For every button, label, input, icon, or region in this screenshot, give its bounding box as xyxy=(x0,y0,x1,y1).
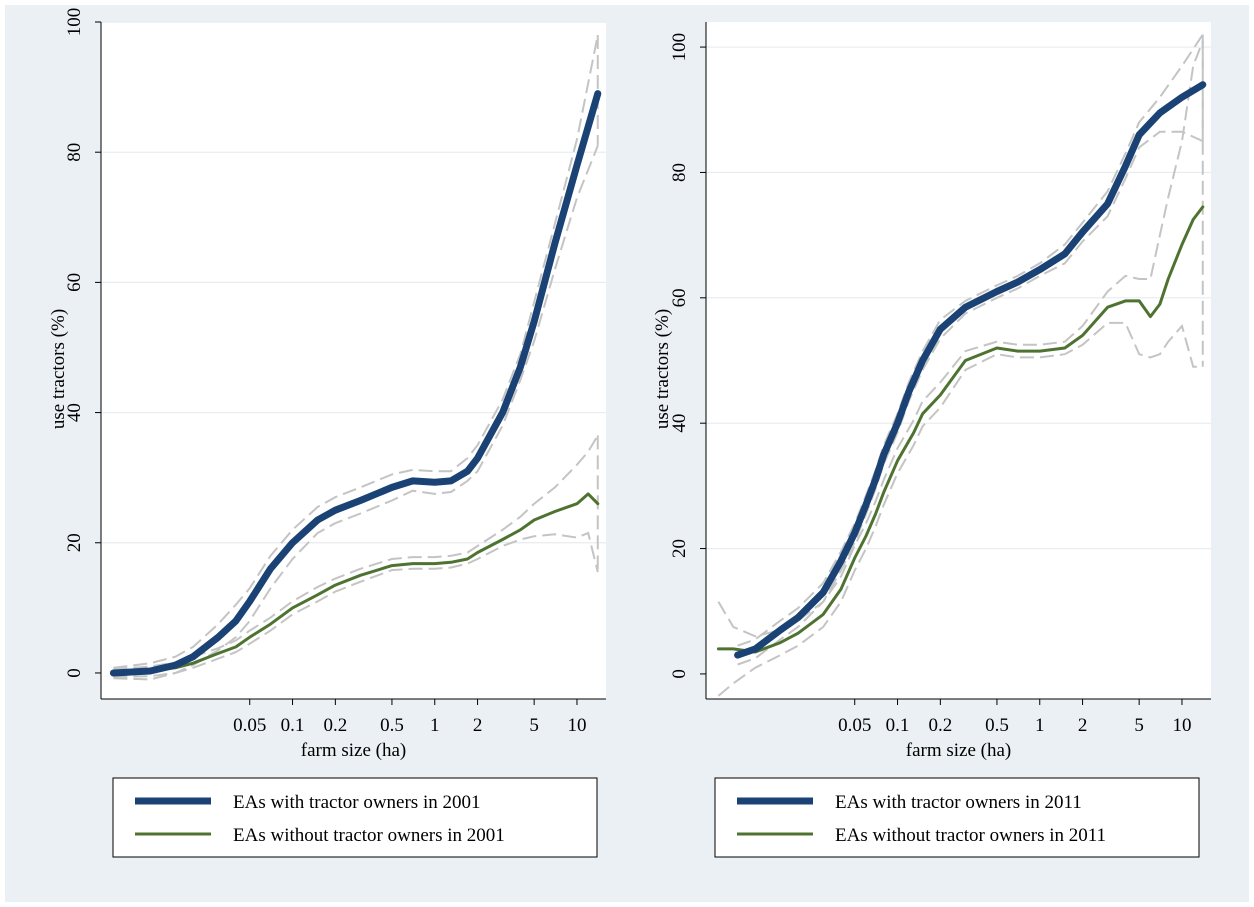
ci-lower-left-1 xyxy=(113,531,599,678)
y-tick-label-right-60: 60 xyxy=(669,288,690,307)
series-line-left-1 xyxy=(111,492,600,675)
y-axis-title-left: use tractors (%) xyxy=(48,309,69,429)
chart-right: 0 20 40 60 80 100 0.05 0.1 0.2 0.5 1 2 5 10 farm size … xyxy=(652,22,1211,761)
y-tick-label-right-40: 40 xyxy=(669,414,690,433)
x-tick-label-right-2: 0.2 xyxy=(928,715,952,736)
x-tick-label-right-1: 0.1 xyxy=(886,715,910,736)
y-tick-label-left-60: 60 xyxy=(64,273,85,292)
x-axis-title-right: farm size (ha) xyxy=(906,740,1012,761)
x-tick-label-left-1: 0.1 xyxy=(281,715,305,736)
x-tick-label-left-0: 0.05 xyxy=(233,715,266,736)
y-tick-label-right-80: 80 xyxy=(669,163,690,182)
ci-upper-left-0 xyxy=(113,34,599,669)
series-line-right-0 xyxy=(734,81,1207,659)
legend-label-right-1: EAs with tractor owners in 2011 xyxy=(835,792,1082,813)
x-axis-title-left: farm size (ha) xyxy=(301,740,407,761)
legend-label-right-2: EAs without tractor owners in 2011 xyxy=(835,825,1106,846)
chart-left: 0 20 40 60 80 100 0.05 0.1 0.2 0.5 1 2 5 10 farm size … xyxy=(48,8,606,761)
series-line-left-0 xyxy=(109,90,602,677)
legend-box-left xyxy=(112,777,598,858)
x-tick-label-right-0: 0.05 xyxy=(838,715,871,736)
x-tick-label-left-3: 0.5 xyxy=(380,715,404,736)
ci-upper-right-0 xyxy=(737,33,1204,647)
y-tick-label-right-100: 100 xyxy=(669,33,690,62)
ci-lower-right-1 xyxy=(717,321,1203,697)
y-tick-label-right-20: 20 xyxy=(669,539,690,558)
ci-upper-left-1 xyxy=(113,434,599,671)
x-tick-label-right-4: 1 xyxy=(1035,715,1045,736)
y-tick-label-left-40: 40 xyxy=(64,403,85,422)
x-tick-label-left-5: 2 xyxy=(473,715,483,736)
x-tick-label-right-7: 10 xyxy=(1172,715,1191,736)
y-tick-label-left-20: 20 xyxy=(64,533,85,552)
x-tick-label-left-7: 10 xyxy=(567,715,586,736)
legend-box-right xyxy=(714,777,1200,858)
x-tick-label-right-5: 2 xyxy=(1078,715,1088,736)
y-tick-label-left-0: 0 xyxy=(64,668,85,678)
x-tick-label-left-2: 0.2 xyxy=(323,715,347,736)
ci-lower-right-0 xyxy=(737,130,1204,666)
x-tick-label-right-6: 5 xyxy=(1134,715,1144,736)
x-tick-label-right-3: 0.5 xyxy=(985,715,1009,736)
x-tick-label-left-4: 1 xyxy=(430,715,440,736)
y-axis-title-right: use tractors (%) xyxy=(652,309,673,429)
ci-lower-left-0 xyxy=(113,145,599,681)
legend-label-left-1: EAs with tractor owners in 2001 xyxy=(233,792,480,813)
y-tick-label-left-80: 80 xyxy=(64,143,85,162)
series-line-right-1 xyxy=(716,205,1205,654)
legend-label-left-2: EAs without tractor owners in 2001 xyxy=(233,825,505,846)
y-tick-label-left-100: 100 xyxy=(64,8,85,37)
y-tick-label-right-0: 0 xyxy=(669,669,690,679)
ci-upper-right-1 xyxy=(717,40,1204,638)
plot-area-left xyxy=(101,22,606,699)
x-tick-label-left-6: 5 xyxy=(529,715,539,736)
panel-right: EAs with tractor owners in 2011 EAs with… xyxy=(706,22,1211,858)
